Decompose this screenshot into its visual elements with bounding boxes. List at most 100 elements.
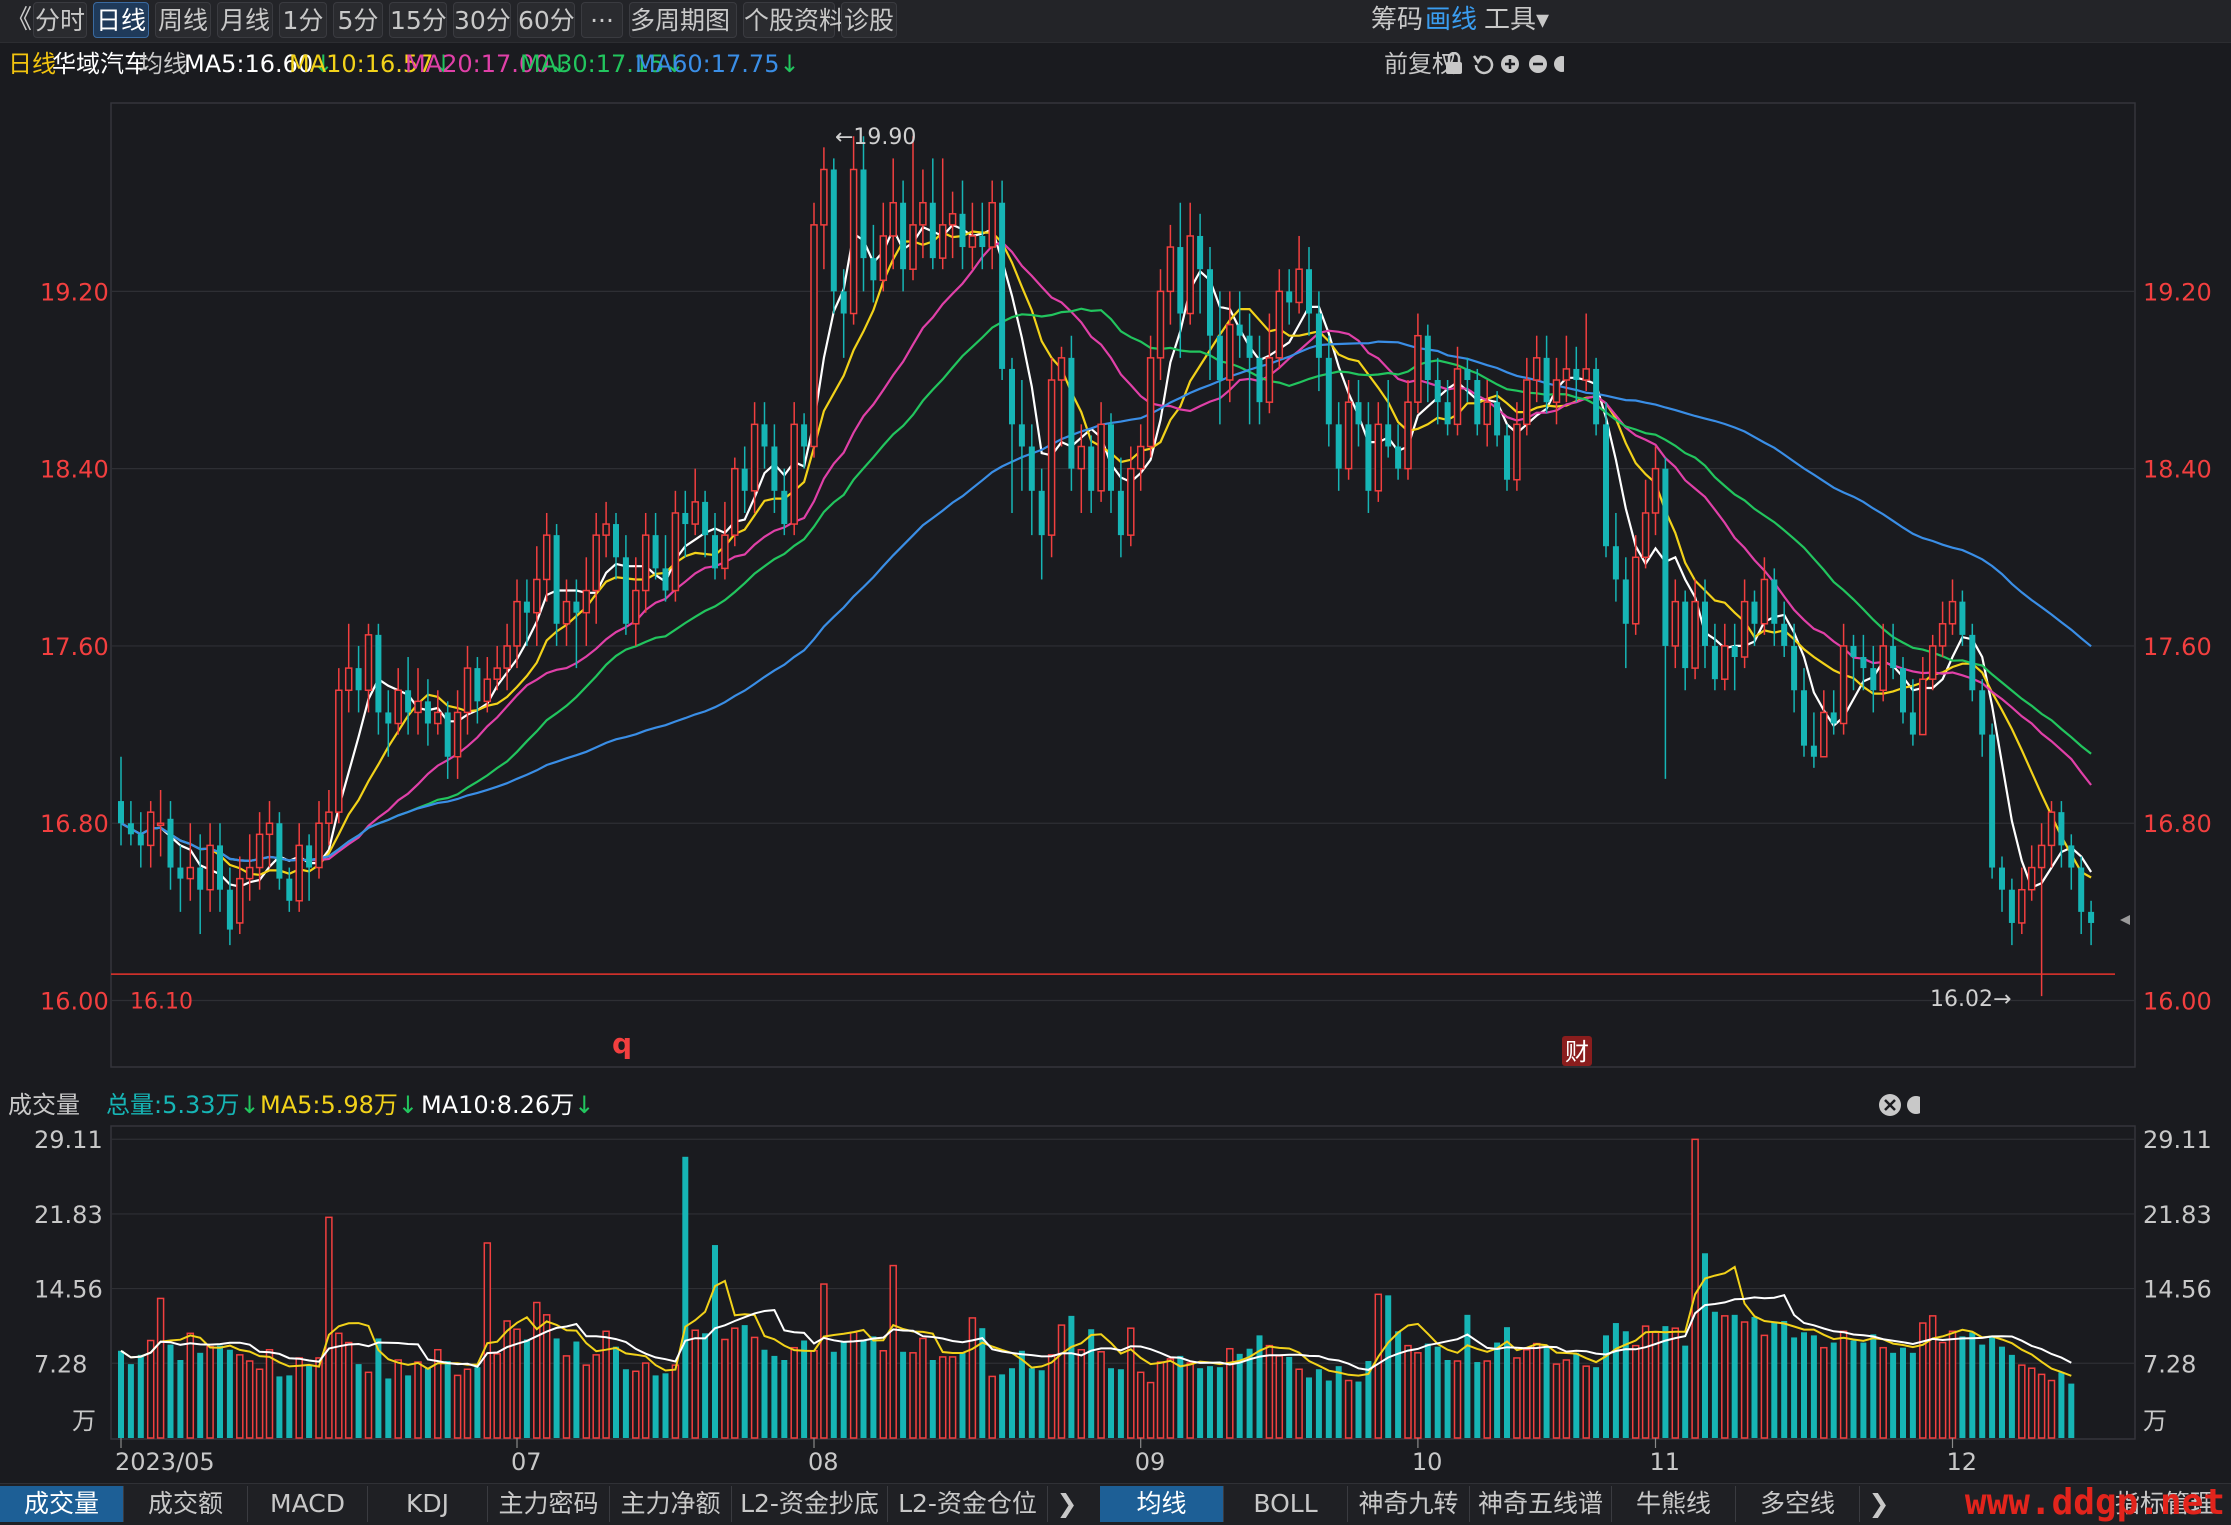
stock-profile-button[interactable]: 个股资料	[743, 2, 844, 38]
volume-bar-down	[1315, 1369, 1322, 1438]
volume-bar-down	[1830, 1342, 1837, 1438]
period-tab-monthly[interactable]: 月线	[217, 2, 273, 38]
chips-button[interactable]: 筹码	[1371, 5, 1424, 35]
tab-l2-position[interactable]: L2-资金仓位	[888, 1486, 1048, 1522]
candle-body-up	[1186, 235, 1194, 315]
period-tab-weekly[interactable]: 周线	[155, 2, 211, 38]
period-tab-30min[interactable]: 30分	[453, 2, 511, 38]
indicator-manage-button[interactable]: 指标管理	[2114, 1489, 2215, 1518]
diagnosis-button[interactable]: 诊股	[841, 2, 897, 38]
tab-magic-nine[interactable]: 神奇九转	[1348, 1486, 1470, 1522]
volume-bar-up	[691, 1329, 699, 1439]
volume-bar-down	[1494, 1342, 1501, 1438]
volume-bar-down	[553, 1338, 560, 1438]
tab-main-net[interactable]: 主力净额	[610, 1486, 732, 1522]
volume-bar-down	[662, 1373, 669, 1438]
adjust-mode[interactable]: 前复权	[1384, 50, 1456, 78]
candle-body-down	[1216, 335, 1223, 381]
candle-body-down	[2088, 911, 2095, 923]
multi-period-button[interactable]: 多周期图 ⌄	[629, 2, 759, 38]
tools-menu[interactable]: 工具▾	[1484, 5, 1550, 35]
undo-icon[interactable]	[1472, 55, 1494, 75]
volume-bar-down	[652, 1375, 659, 1438]
volume-bar-down	[1236, 1353, 1243, 1438]
tab-l2-bottom[interactable]: L2-资金抄底	[732, 1486, 888, 1522]
tabs-scroll-right-icon[interactable]: ❯	[1868, 1489, 1890, 1518]
volume-bar-down	[197, 1352, 204, 1438]
close-icon[interactable]	[1879, 1094, 1901, 1116]
tab-volume[interactable]: 成交量	[0, 1486, 124, 1522]
candle-body-down	[1890, 645, 1897, 669]
candlestick-chart[interactable]: 19.20 18.40 17.60 16.80 16.00 19.20 18.40 17.6…	[0, 0, 2231, 1080]
period-tab-1min[interactable]: 1分	[279, 2, 327, 38]
volume-bar-up	[1186, 1362, 1194, 1439]
candle-body-down	[1464, 368, 1471, 381]
period-tab-5min[interactable]: 5分	[333, 2, 383, 38]
tab-bull-bear[interactable]: 牛熊线	[1612, 1486, 1736, 1522]
tab-macd[interactable]: MACD	[248, 1486, 368, 1522]
volume-bar-up	[1839, 1330, 1848, 1439]
volume-bar-down	[474, 1367, 481, 1438]
ma60-line	[120, 340, 2092, 863]
volume-bar-up	[513, 1328, 521, 1439]
settings-icon[interactable]	[1907, 1096, 1920, 1114]
candle-body-down	[1385, 424, 1392, 447]
period-tab-60min[interactable]: 60分	[517, 2, 575, 38]
volume-bar-down	[523, 1339, 530, 1438]
candle-body-down	[2078, 867, 2085, 912]
candle-body-up	[1226, 323, 1234, 381]
candle-body-down	[1207, 269, 1213, 336]
tab-magic-five[interactable]: 神奇五线谱	[1470, 1486, 1612, 1522]
candle-body-down	[1117, 490, 1124, 536]
candle-body-down	[444, 712, 451, 757]
back-icon[interactable]: 《	[6, 5, 33, 35]
settings-icon[interactable]	[1554, 56, 1564, 72]
tab-kdj[interactable]: KDJ	[368, 1486, 488, 1522]
volume-bar-up	[948, 1356, 957, 1439]
volume-bar-down	[1286, 1356, 1293, 1438]
zoom-in-icon[interactable]	[1501, 55, 1519, 73]
tab-ma[interactable]: 均线	[1100, 1486, 1224, 1522]
zoom-out-icon[interactable]	[1529, 55, 1547, 73]
volume-bars	[118, 1138, 2075, 1439]
q-marker: q	[612, 1027, 632, 1060]
volume-bar-up	[236, 1354, 244, 1439]
tabs-scroll-right-icon[interactable]: ❯	[1056, 1489, 1078, 1518]
volume-bar-down	[1711, 1311, 1718, 1438]
candle-body-up	[1057, 357, 1066, 381]
tab-long-short[interactable]: 多空线	[1736, 1486, 1860, 1522]
draw-line-button[interactable]: 画线	[1425, 5, 1478, 35]
candle-body-down	[781, 490, 788, 525]
period-tab-15min[interactable]: 15分	[389, 2, 447, 38]
lock-icon[interactable]	[1446, 52, 1462, 74]
candle-body-down	[217, 845, 223, 890]
volume-bar-down	[1424, 1343, 1431, 1438]
candle-body-down	[682, 512, 689, 525]
candle-body-down	[1434, 380, 1441, 403]
volume-bar-down	[1325, 1380, 1332, 1438]
candle-body-up	[948, 213, 957, 226]
candle-body-down	[830, 169, 837, 292]
period-tab-intraday[interactable]: 分时	[33, 2, 87, 38]
candle-body-down	[870, 258, 877, 281]
tab-boll[interactable]: BOLL	[1224, 1486, 1348, 1522]
volume-bar-up	[632, 1370, 640, 1439]
ma20-value: MA20:17.00↓	[405, 50, 570, 78]
volume-bar-down	[1306, 1377, 1312, 1438]
volume-plot-frame	[110, 1125, 2136, 1440]
candle-body-down	[1108, 424, 1114, 491]
volume-bar-down	[1593, 1367, 1600, 1438]
candle-body-up	[493, 667, 501, 680]
candle-body-up	[750, 423, 759, 492]
tab-turnover[interactable]: 成交额	[124, 1486, 248, 1522]
candle-body-down	[355, 668, 362, 691]
volume-ma10: MA10:8.26万↓	[421, 1091, 595, 1119]
candle-body-up	[562, 600, 571, 625]
volume-bar-down	[2008, 1354, 2015, 1438]
tab-main-code[interactable]: 主力密码	[488, 1486, 610, 1522]
candle-body-up	[1414, 334, 1422, 403]
more-periods-button[interactable]: ···	[581, 2, 623, 38]
volume-tick-label: 21.83	[34, 1201, 103, 1229]
volume-bar-up	[938, 1356, 947, 1439]
period-tab-daily[interactable]: 日线	[93, 2, 149, 38]
